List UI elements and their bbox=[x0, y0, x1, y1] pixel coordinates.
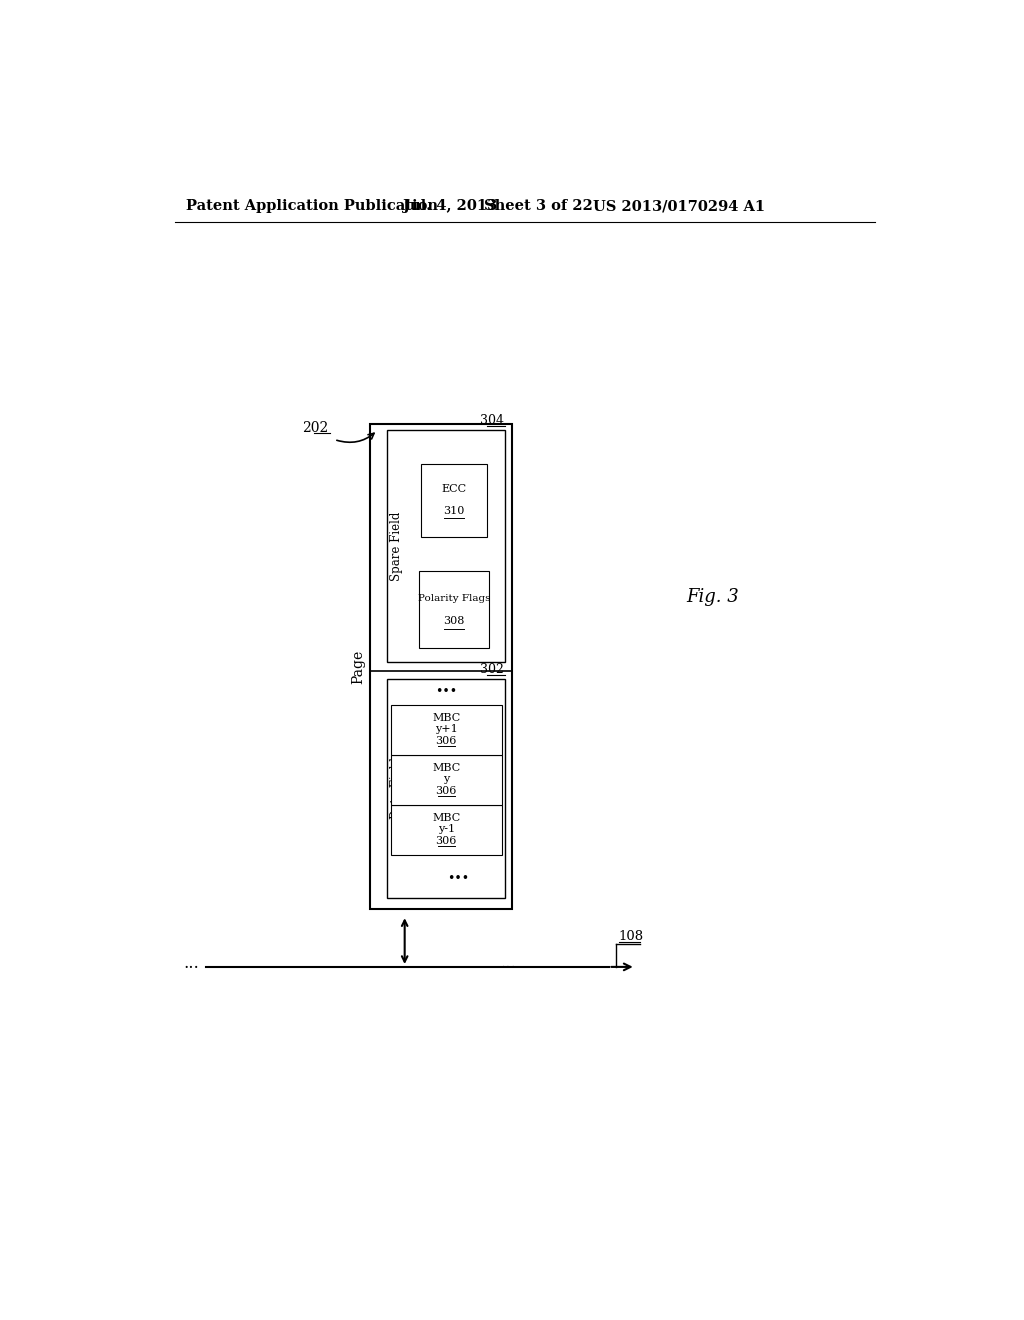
Text: Polarity Flags: Polarity Flags bbox=[418, 594, 490, 603]
Text: 306: 306 bbox=[435, 837, 457, 846]
Bar bbox=[391, 755, 502, 805]
Bar bbox=[391, 805, 502, 855]
Text: 310: 310 bbox=[443, 506, 465, 516]
Text: Jul. 4, 2013: Jul. 4, 2013 bbox=[403, 199, 498, 213]
Text: 202: 202 bbox=[302, 421, 328, 434]
Text: ...: ... bbox=[183, 956, 200, 973]
Text: •••: ••• bbox=[446, 871, 469, 884]
Text: US 2013/0170294 A1: US 2013/0170294 A1 bbox=[593, 199, 765, 213]
Text: 304: 304 bbox=[480, 414, 504, 428]
Text: ECC: ECC bbox=[441, 484, 467, 494]
Text: MBC: MBC bbox=[432, 763, 460, 772]
Text: y+1: y+1 bbox=[435, 725, 458, 734]
Text: 308: 308 bbox=[443, 616, 465, 627]
Text: MBC: MBC bbox=[432, 813, 460, 822]
Bar bbox=[391, 705, 502, 755]
Text: 306: 306 bbox=[435, 737, 457, 746]
Text: Page: Page bbox=[351, 649, 366, 684]
Bar bbox=[421, 463, 486, 537]
Text: Data Field: Data Field bbox=[390, 758, 402, 820]
Text: 108: 108 bbox=[618, 929, 644, 942]
Text: Sheet 3 of 22: Sheet 3 of 22 bbox=[484, 199, 593, 213]
Bar bbox=[387, 430, 506, 663]
Text: y-1: y-1 bbox=[437, 824, 455, 834]
Text: •••: ••• bbox=[435, 685, 457, 698]
Text: Patent Application Publication: Patent Application Publication bbox=[186, 199, 438, 213]
Bar bbox=[419, 572, 488, 648]
Text: Fig. 3: Fig. 3 bbox=[686, 589, 738, 606]
Bar bbox=[370, 424, 512, 909]
Text: Spare Field: Spare Field bbox=[390, 512, 402, 581]
Text: 302: 302 bbox=[480, 664, 504, 676]
Text: y: y bbox=[443, 774, 450, 784]
Text: MBC: MBC bbox=[432, 713, 460, 722]
Text: 306: 306 bbox=[435, 787, 457, 796]
Bar bbox=[387, 680, 506, 898]
Text: ...: ... bbox=[500, 956, 516, 973]
